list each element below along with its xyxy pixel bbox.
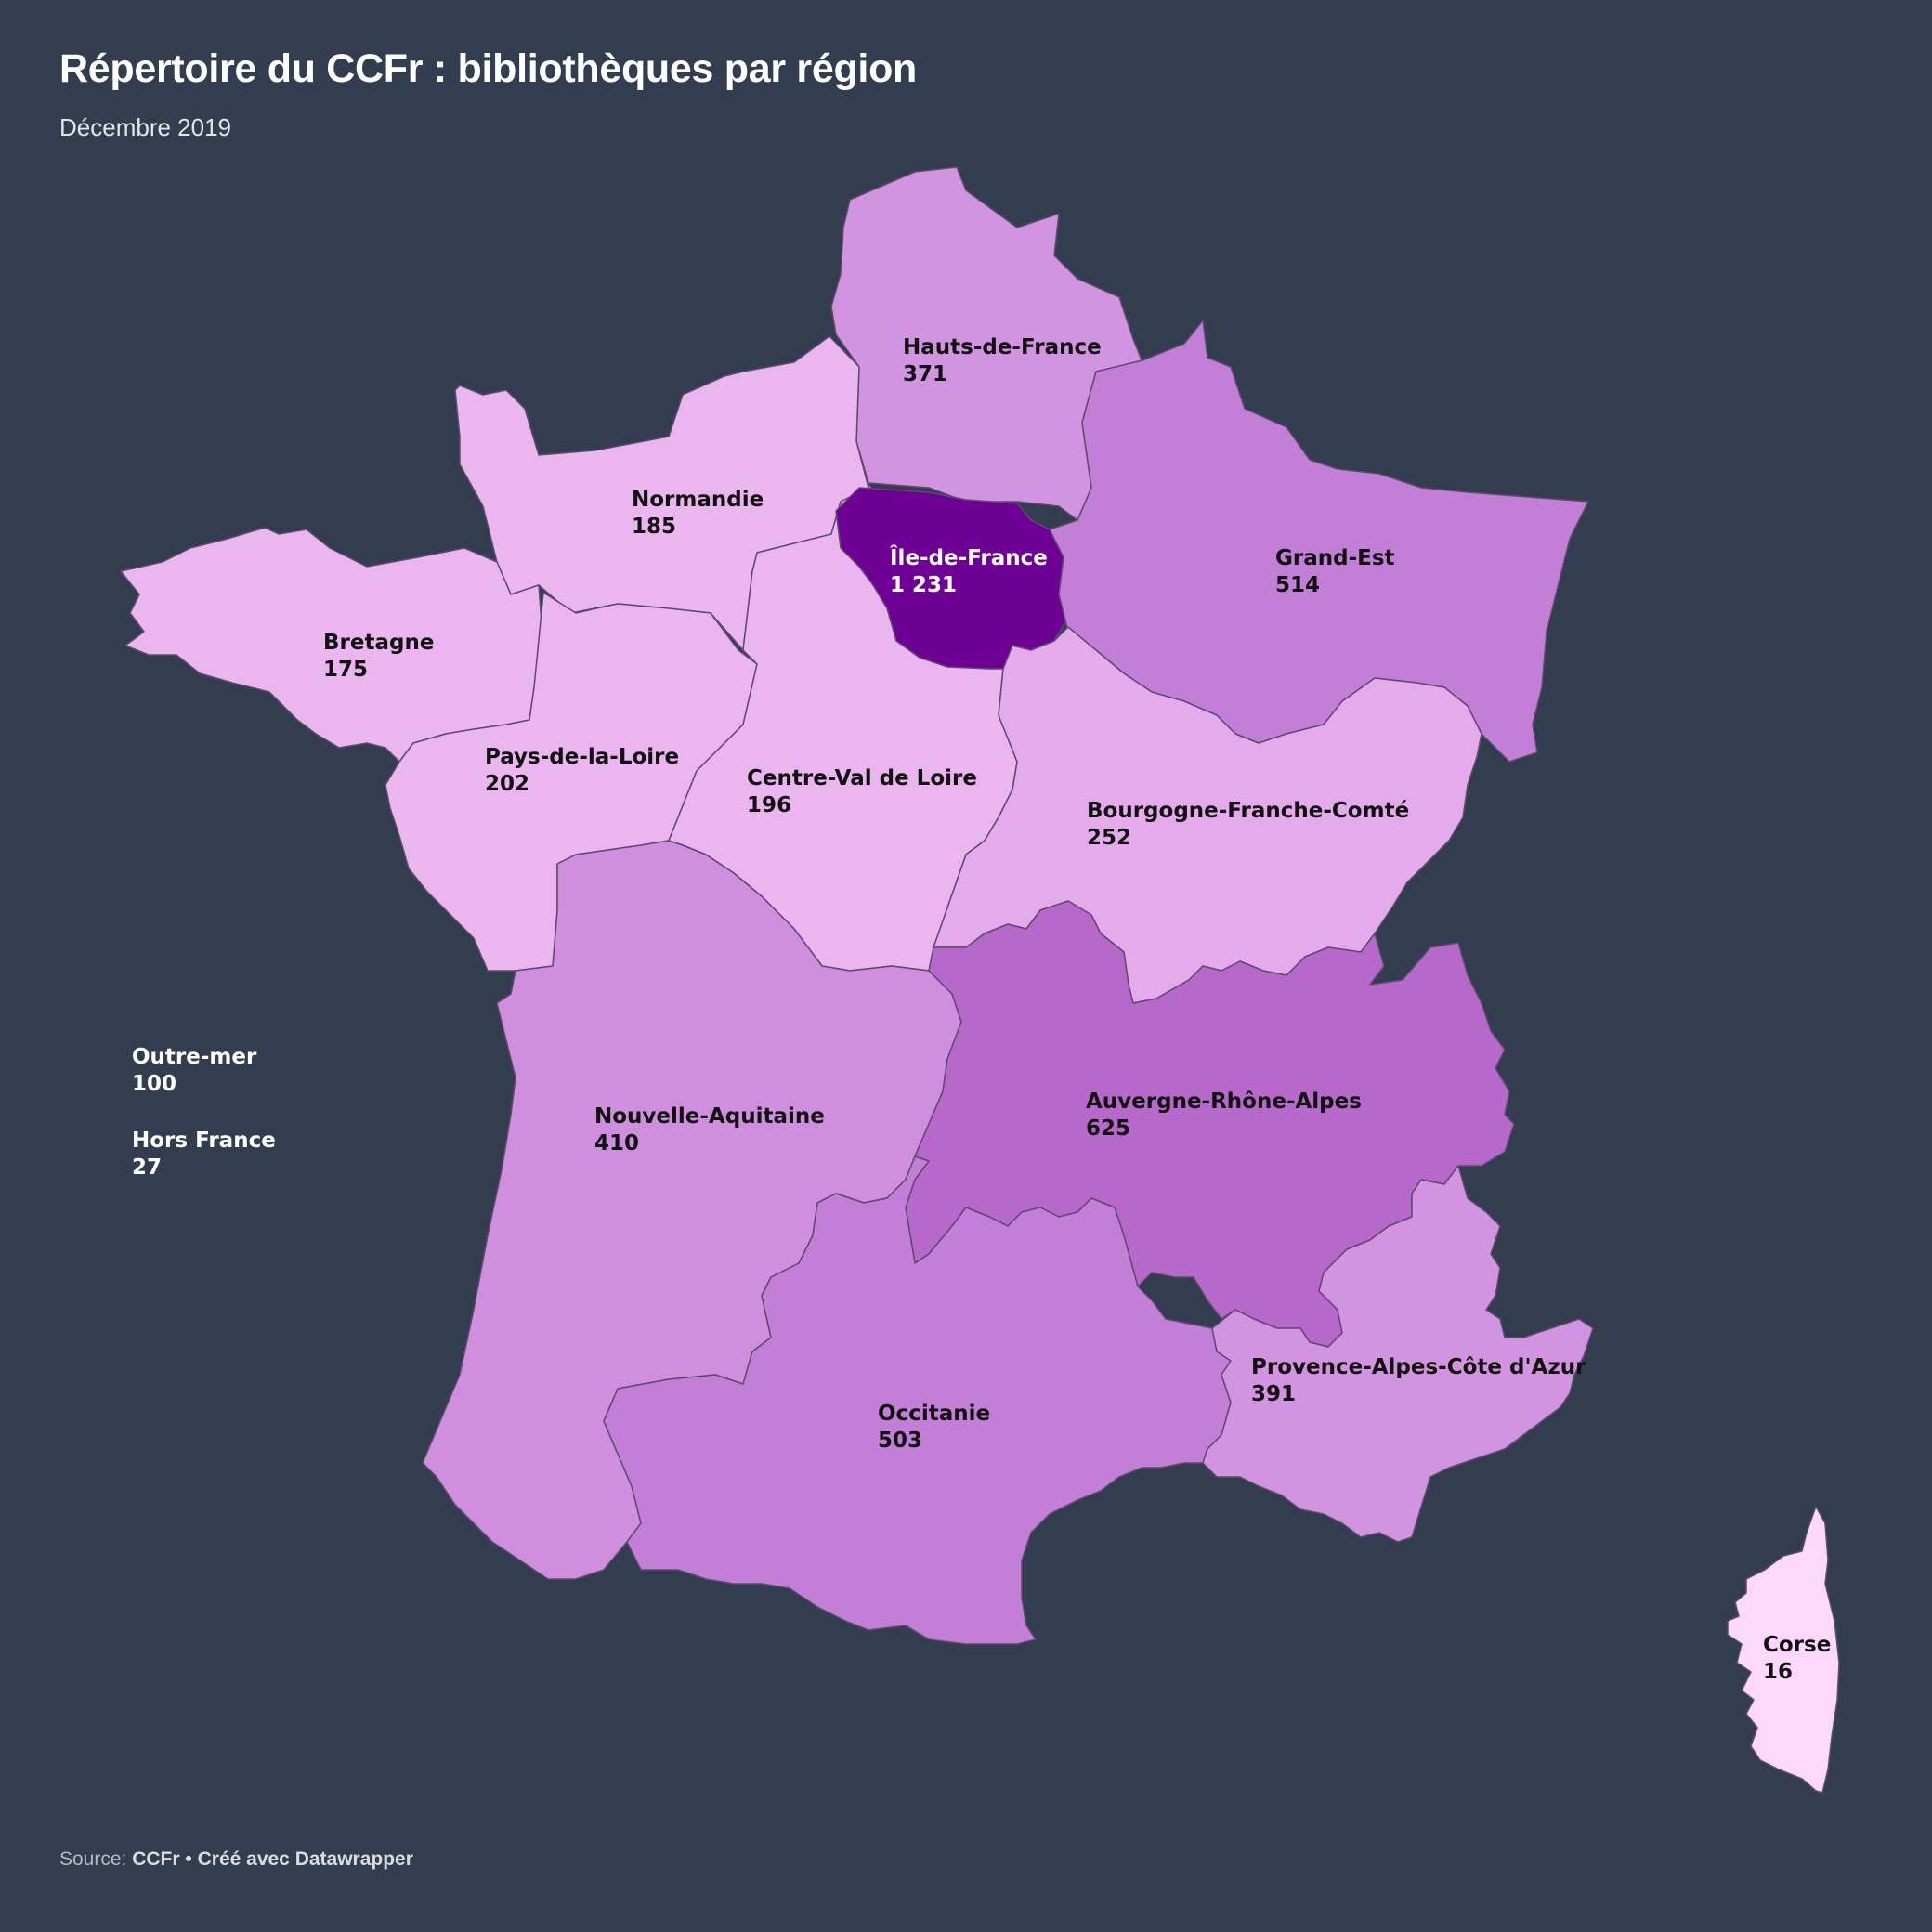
label-value-auvergne-rhone-alpes: 625 [1086,1116,1130,1141]
label-value-normandie: 185 [632,515,676,539]
source-label: Source: [59,1848,127,1870]
label-name-hors-france: Hors France [132,1129,276,1153]
map-subtitle: Décembre 2019 [59,113,231,141]
label-value-nouvelle-aquitaine: 410 [594,1131,639,1155]
label-name-occitanie: Occitanie [878,1402,990,1426]
label-value-pays-de-la-loire: 202 [485,772,529,796]
label-name-ile-de-france: Île-de-France [890,544,1048,570]
region-provence-alpes-cote-d-azur[interactable] [1202,1165,1594,1543]
label-value-bretagne: 175 [323,658,368,682]
source-name[interactable]: CCFr [132,1848,180,1870]
region-corse[interactable] [1727,1506,1840,1794]
label-name-centre-val-de-loire: Centre-Val de Loire [747,766,977,790]
label-value-occitanie: 503 [878,1429,922,1453]
label-name-provence-alpes-cote-d-azur: Provence-Alpes-Côte d'Azur [1251,1355,1586,1379]
label-name-normandie: Normandie [632,488,764,512]
label-value-hors-france: 27 [132,1155,162,1180]
label-value-grand-est: 514 [1275,573,1320,597]
label-value-bourgogne-franche-comte: 252 [1087,826,1131,850]
label-value-corse: 16 [1763,1660,1793,1684]
label-name-pays-de-la-loire: Pays-de-la-Loire [485,745,679,769]
label-value-provence-alpes-cote-d-azur: 391 [1251,1382,1296,1406]
label-value-ile-de-france: 1 231 [890,573,957,597]
label-value-hauts-de-france: 371 [903,362,947,386]
label-name-outre-mer: Outre-mer [132,1045,257,1069]
label-name-nouvelle-aquitaine: Nouvelle-Aquitaine [594,1104,825,1129]
source-footer: Source: CCFr • Créé avec Datawrapper [59,1848,413,1871]
footer-separator: • [185,1848,192,1870]
label-name-grand-est: Grand-Est [1275,546,1395,570]
label-name-corse: Corse [1763,1633,1831,1657]
map-title: Répertoire du CCFr : bibliothèques par r… [59,46,918,91]
label-value-outre-mer: 100 [132,1072,176,1096]
label-name-auvergne-rhone-alpes: Auvergne-Rhône-Alpes [1086,1090,1362,1114]
label-name-bretagne: Bretagne [323,631,434,655]
label-name-bourgogne-franche-comte: Bourgogne-Franche-Comté [1087,799,1409,823]
label-name-hauts-de-france: Hauts-de-France [903,335,1102,359]
label-value-centre-val-de-loire: 196 [747,793,791,817]
datawrapper-credit[interactable]: Créé avec Datawrapper [197,1848,413,1870]
